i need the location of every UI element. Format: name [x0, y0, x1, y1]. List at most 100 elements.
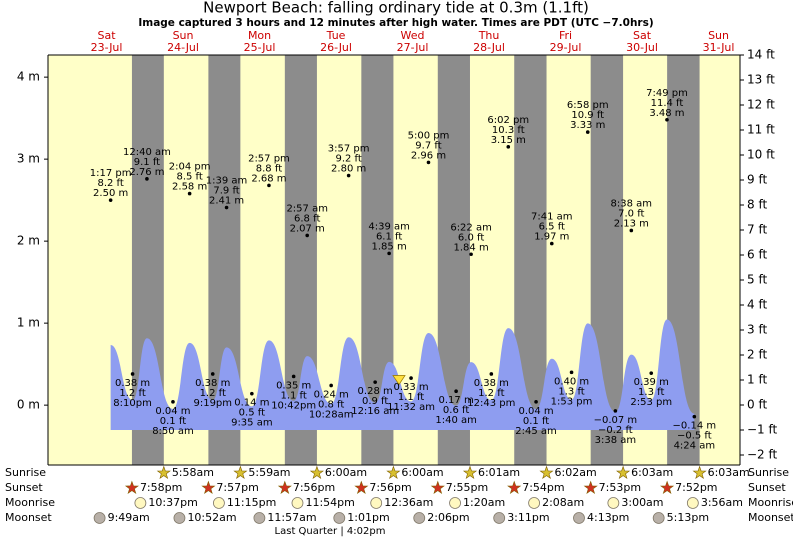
row-label: Sunrise — [748, 466, 789, 479]
sun-icon — [616, 465, 631, 480]
tide-point — [613, 409, 618, 413]
row-time: 7:52pm — [675, 481, 717, 494]
row-time: 11:54pm — [305, 496, 354, 509]
tide-label: 0.28 m — [358, 386, 393, 397]
tide-label: 0.5 ft — [239, 408, 265, 419]
sun-icon — [692, 465, 707, 480]
tide-label: 0.1 ft — [160, 416, 186, 427]
tide-label: 6.8 ft — [294, 213, 320, 224]
tide-point — [346, 173, 351, 178]
tide-label: 6.0 ft — [458, 232, 484, 243]
row-time: 7:56pm — [293, 481, 335, 494]
tide-label: 2:57 am — [286, 203, 328, 214]
tide-label: −0.07 m — [594, 415, 638, 426]
tide-label: 7:41 am — [531, 212, 573, 223]
tide-label: 1.2 ft — [478, 388, 504, 399]
tide-label: 11:32 am — [387, 402, 435, 413]
moon-icon — [493, 512, 506, 524]
moon-icon — [213, 497, 225, 509]
moon-icon — [528, 497, 540, 509]
row-label: Moonset — [748, 511, 793, 524]
tide-label: 0.24 m — [314, 389, 349, 400]
tide-label: 9:19pm — [193, 398, 232, 409]
tide-label: 8.2 ft — [97, 178, 123, 189]
moon-icon — [573, 512, 585, 524]
tide-label: 6.1 ft — [376, 231, 402, 242]
y-tick-label: 4 m — [17, 70, 40, 84]
row-time: 5:13pm — [667, 511, 709, 524]
tide-label: 2:53 pm — [630, 397, 672, 408]
tide-label: 1.1 ft — [398, 392, 424, 403]
tide-label: 1:17 pm — [90, 168, 132, 179]
row-time: 10:37pm — [148, 496, 197, 509]
row-time: 6:03am — [631, 466, 673, 479]
tide-label: 2.80 m — [331, 164, 366, 175]
row-time: 7:58pm — [140, 481, 182, 494]
day-name: Sat — [98, 29, 117, 42]
day-name: Thu — [478, 29, 500, 42]
row-time: 7:55pm — [446, 481, 488, 494]
tide-label: −0.14 m — [673, 421, 717, 432]
moon-icon — [449, 497, 461, 509]
tide-label: 8.8 ft — [256, 163, 282, 174]
tide-area — [110, 319, 695, 430]
row-time: 3:56am — [701, 496, 743, 509]
y2-tick-label: 7 ft — [747, 223, 767, 237]
sun-icon — [507, 480, 522, 495]
tide-label: 9:35 am — [231, 418, 273, 429]
tide-label: 0.04 m — [155, 406, 190, 417]
tide-label: 2:45 am — [515, 426, 557, 437]
tide-label: 4:39 am — [368, 221, 410, 232]
y2-tick-label: 8 ft — [747, 198, 767, 212]
tide-label: 1.84 m — [454, 242, 489, 253]
day-name: Sun — [708, 29, 729, 42]
tide-label: 8.5 ft — [176, 172, 202, 183]
moon-phase: Last Quarter | 4:02pm — [275, 526, 386, 537]
row-label: Moonset — [5, 511, 52, 524]
tide-label: 1.3 ft — [638, 387, 664, 398]
tide-label: 1.3 ft — [558, 386, 584, 397]
tide-point — [291, 374, 296, 379]
tide-point — [130, 372, 135, 376]
tide-point — [506, 145, 511, 149]
moon-icon — [134, 497, 147, 509]
moon-icon — [173, 512, 186, 524]
day-name: Tue — [326, 29, 346, 42]
row-time: 5:59am — [248, 466, 290, 479]
row-time: 4:13pm — [587, 511, 629, 524]
tide-label: 8:10pm — [113, 398, 152, 409]
tide-label: 2.50 m — [93, 188, 128, 199]
row-label: Moonrise — [5, 496, 55, 509]
row-time: 9:49am — [108, 511, 150, 524]
tide-label: 9.2 ft — [335, 154, 361, 165]
row-time: 1:01pm — [347, 511, 389, 524]
tide-label: 7.9 ft — [213, 186, 239, 197]
day-date: 23-Jul — [91, 41, 123, 54]
tide-point — [108, 198, 113, 202]
tide-label: 3.15 m — [491, 135, 526, 146]
tide-label: 10:28am — [309, 409, 354, 420]
y-tick-label: 2 m — [17, 234, 40, 248]
moon-icon — [370, 497, 383, 509]
tide-label: 2.96 m — [411, 150, 446, 161]
row-time: 6:00am — [325, 466, 367, 479]
tide-point — [267, 183, 271, 188]
tide-label: 2.68 m — [251, 173, 286, 184]
tide-label: 6:22 am — [450, 222, 492, 233]
tide-point — [387, 251, 391, 256]
current-level-marker — [392, 375, 406, 386]
tide-point — [224, 205, 229, 210]
tide-label: 1.2 ft — [200, 388, 226, 399]
tide-label: 8:50 am — [152, 426, 194, 437]
chart-title: Newport Beach: falling ordinary tide at … — [203, 0, 589, 17]
tide-label: 1.97 m — [534, 232, 569, 243]
y2-tick-label: −1 ft — [747, 423, 778, 437]
row-time: 6:03am — [708, 466, 750, 479]
moon-icon — [253, 512, 266, 524]
row-time: 11:15pm — [227, 496, 276, 509]
tide-point — [665, 117, 669, 122]
tide-point — [692, 414, 697, 419]
tide-label: 12:16 am — [351, 406, 399, 417]
tide-label: 2:04 pm — [169, 162, 211, 173]
